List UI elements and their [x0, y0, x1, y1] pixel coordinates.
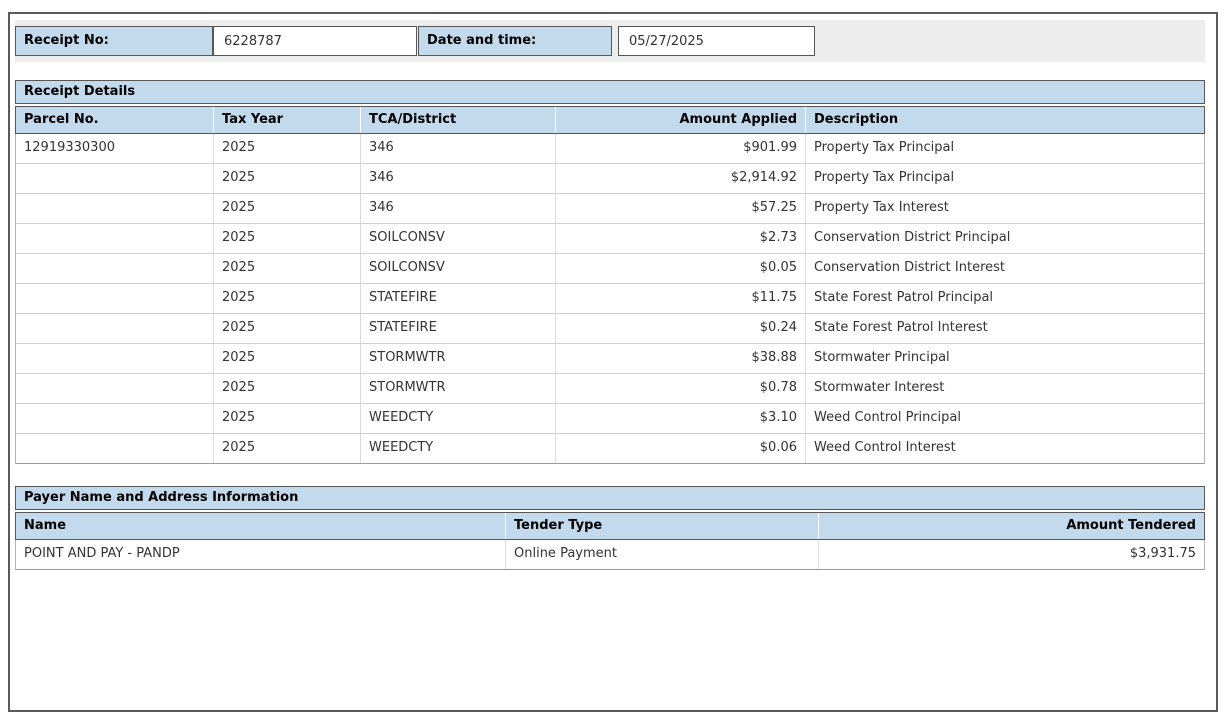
- table-cell: Property Tax Principal: [814, 170, 955, 185]
- col-header-description: Description: [814, 112, 899, 127]
- table-cell: POINT AND PAY - PANDP: [16, 540, 506, 569]
- table-cell: $38.88: [556, 344, 806, 373]
- date-time-label: Date and time:: [418, 26, 612, 56]
- table-cell: $3,931.75: [1129, 546, 1196, 561]
- table-row: 2025 STORMWTR $38.88 Stormwater Principal: [16, 344, 1204, 374]
- table-cell: 2025: [214, 344, 361, 373]
- table-cell: [16, 194, 214, 223]
- table-cell: 2025: [214, 254, 361, 283]
- table-cell: STORMWTR: [361, 374, 556, 403]
- table-cell: State Forest Patrol Interest: [814, 320, 988, 335]
- table-cell: Weed Control Principal: [814, 410, 961, 425]
- table-row: 2025 STORMWTR $0.78 Stormwater Interest: [16, 374, 1204, 404]
- table-row: 2025 STATEFIRE $11.75 State Forest Patrol P…: [16, 284, 1204, 314]
- receipt-page-frame: Receipt No: Date and time: Receipt Detai…: [8, 12, 1218, 712]
- col-header-parcel-no: Parcel No.: [16, 107, 214, 133]
- table-cell: State Forest Patrol Principal: [814, 290, 994, 305]
- receipt-details-header-row: Parcel No. Tax Year TCA/District Amount …: [15, 106, 1205, 134]
- table-row: 2025 SOILCONSV $2.73 Conservation District …: [16, 224, 1204, 254]
- table-cell: 346: [361, 164, 556, 193]
- table-cell: Online Payment: [506, 540, 819, 569]
- table-cell: 2025: [214, 134, 361, 163]
- receipt-page-content: Receipt No: Date and time: Receipt Detai…: [15, 20, 1205, 570]
- table-cell: $0.24: [556, 314, 806, 343]
- table-cell: Property Tax Interest: [814, 200, 949, 215]
- receipt-no-label: Receipt No:: [15, 26, 213, 56]
- table-cell: STATEFIRE: [361, 314, 556, 343]
- table-cell: WEEDCTY: [361, 434, 556, 463]
- col-header-tax-year: Tax Year: [214, 107, 361, 133]
- col-header-amount-applied: Amount Applied: [556, 107, 806, 133]
- table-cell: $3.10: [556, 404, 806, 433]
- table-cell: 2025: [214, 194, 361, 223]
- payer-info-section: Payer Name and Address Information Name …: [15, 486, 1205, 570]
- table-cell: 12919330300: [16, 134, 214, 163]
- table-cell: [16, 314, 214, 343]
- table-row: 2025 346 $57.25 Property Tax Interest: [16, 194, 1204, 224]
- table-cell: $2,914.92: [556, 164, 806, 193]
- table-cell: $0.78: [556, 374, 806, 403]
- table-cell: STORMWTR: [361, 344, 556, 373]
- receipt-details-section: Receipt Details Parcel No. Tax Year TCA/…: [15, 80, 1205, 464]
- table-cell: 2025: [214, 284, 361, 313]
- table-cell: [16, 224, 214, 253]
- col-header-name: Name: [16, 513, 506, 539]
- table-cell: 346: [361, 134, 556, 163]
- table-cell: Property Tax Principal: [814, 140, 955, 155]
- table-cell: SOILCONSV: [361, 224, 556, 253]
- table-cell: [16, 164, 214, 193]
- table-cell: [16, 254, 214, 283]
- table-cell: Stormwater Interest: [814, 380, 945, 395]
- table-cell: [16, 374, 214, 403]
- receipt-no-input[interactable]: [213, 26, 417, 56]
- table-cell: 2025: [214, 404, 361, 433]
- table-cell: $0.06: [556, 434, 806, 463]
- col-header-tender-type: Tender Type: [506, 513, 819, 539]
- table-cell: [16, 404, 214, 433]
- receipt-details-table: 12919330300 2025 346 $901.99 Property Tax Pr…: [15, 134, 1205, 464]
- table-cell: [16, 284, 214, 313]
- table-row: 2025 WEEDCTY $0.06 Weed Control Interest: [16, 434, 1204, 463]
- table-cell: WEEDCTY: [361, 404, 556, 433]
- table-row: 2025 STATEFIRE $0.24 State Forest Patrol In…: [16, 314, 1204, 344]
- table-cell: Conservation District Principal: [814, 230, 1011, 245]
- table-cell: 2025: [214, 374, 361, 403]
- table-cell: [16, 434, 214, 463]
- table-row: 2025 WEEDCTY $3.10 Weed Control Principal: [16, 404, 1204, 434]
- table-cell: $0.05: [556, 254, 806, 283]
- table-row: POINT AND PAY - PANDP Online Payment $3,93…: [16, 540, 1204, 569]
- table-cell: Stormwater Principal: [814, 350, 950, 365]
- col-header-amount-tendered: Amount Tendered: [1066, 518, 1196, 533]
- payer-info-table: POINT AND PAY - PANDP Online Payment $3,93…: [15, 540, 1205, 570]
- table-cell: $901.99: [556, 134, 806, 163]
- date-time-input[interactable]: [618, 26, 815, 56]
- receipt-details-title: Receipt Details: [15, 80, 1205, 104]
- table-cell: Conservation District Interest: [814, 260, 1006, 275]
- table-cell: $2.73: [556, 224, 806, 253]
- table-row: 2025 346 $2,914.92 Property Tax Principal: [16, 164, 1204, 194]
- table-cell: STATEFIRE: [361, 284, 556, 313]
- table-cell: SOILCONSV: [361, 254, 556, 283]
- table-cell: 2025: [214, 224, 361, 253]
- table-cell: 2025: [214, 434, 361, 463]
- table-cell: $11.75: [556, 284, 806, 313]
- table-cell: Weed Control Interest: [814, 440, 956, 455]
- table-cell: [16, 344, 214, 373]
- payer-info-title: Payer Name and Address Information: [15, 486, 1205, 510]
- payer-info-header-row: Name Tender Type Amount Tendered: [15, 512, 1205, 540]
- table-cell: 2025: [214, 164, 361, 193]
- table-cell: 346: [361, 194, 556, 223]
- receipt-header-bar: Receipt No: Date and time:: [15, 20, 1205, 62]
- table-row: 12919330300 2025 346 $901.99 Property Tax Pr…: [16, 134, 1204, 164]
- table-cell: $57.25: [556, 194, 806, 223]
- col-header-tca-district: TCA/District: [361, 107, 556, 133]
- table-row: 2025 SOILCONSV $0.05 Conservation District …: [16, 254, 1204, 284]
- table-cell: 2025: [214, 314, 361, 343]
